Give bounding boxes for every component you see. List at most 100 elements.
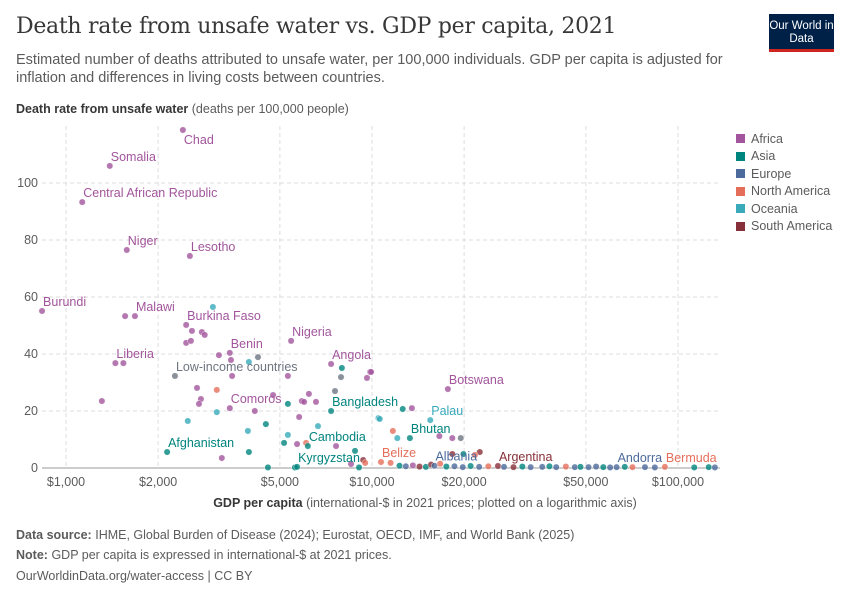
data-point [577,463,584,471]
point-label: Chad [184,133,214,147]
legend-swatch [736,134,745,144]
data-point [406,434,414,442]
point-label: Central African Republic [83,186,217,200]
x-axis-label-rest: (international-$ in 2021 prices; plotted… [306,496,637,510]
data-point [351,447,359,455]
data-point [284,431,292,439]
data-point [284,400,292,408]
legend-item[interactable]: Europe [736,165,832,183]
data-point [227,356,235,364]
data-point [327,360,335,368]
x-axis-label-bold: GDP per capita [213,496,303,510]
data-source: Data source: IHME, Global Burden of Dise… [16,528,574,542]
data-point [585,463,592,471]
data-point [408,404,416,412]
data-point [262,420,270,428]
data-point [606,464,614,471]
data-point [367,368,375,376]
legend-label: Asia [751,149,776,164]
data-point [402,462,410,470]
data-point [163,448,171,456]
y-axis-label-bold: Death rate from unsafe water [16,102,189,116]
legend-item[interactable]: Africa [736,130,832,148]
legend-item[interactable]: South America [736,218,832,236]
source-label: Data source: [16,528,92,542]
legend: Africa Asia Europe North America Oceania Sout… [736,130,832,235]
point-label: Comoros [231,392,282,406]
data-point [711,464,719,471]
data-point [376,415,384,423]
data-point [269,391,277,399]
point-label: Afghanistan [168,436,234,450]
data-point [193,384,201,392]
data-point [426,416,434,424]
point-label: Angola [332,348,371,362]
legend-swatch [736,186,745,196]
footer-link: OurWorldinData.org/water-access | CC BY [16,569,252,583]
data-point [300,398,308,406]
y-tick-label: 100 [17,176,38,190]
data-point [467,462,474,470]
data-point [396,462,403,470]
y-axis-label-rest: (deaths per 100,000 people) [191,102,349,116]
data-point [245,358,253,366]
data-point [187,337,195,345]
data-point [327,407,335,415]
x-tick-label: $1,000 [47,475,85,489]
legend-item[interactable]: Oceania [736,200,832,218]
point-label: Burkina Faso [187,309,261,323]
data-point [338,364,346,372]
y-tick-label: 80 [24,233,38,247]
data-point [347,460,355,468]
legend-item[interactable]: North America [736,183,832,201]
data-point [399,405,407,413]
data-point [201,331,209,339]
legend-item[interactable]: Asia [736,148,832,166]
source-text: IHME, Global Burden of Disease (2024); E… [95,528,575,542]
data-point [705,463,713,471]
data-point [442,463,450,470]
point-label: Bangladesh [332,395,398,409]
point-label: Argentina [499,450,553,464]
data-point [562,463,570,470]
point-label: Burundi [43,295,86,309]
legend-label: Europe [751,166,792,181]
y-tick-label: 20 [24,404,38,418]
y-axis-label: Death rate from unsafe water (deaths per… [16,102,349,116]
point-label: Bermuda [666,451,717,465]
data-point [293,440,301,448]
data-point [188,327,196,335]
data-point [186,252,194,260]
point-label: Nigeria [292,325,332,339]
point-label: Niger [128,234,158,248]
legend-label: North America [751,184,831,199]
legend-swatch [736,221,745,231]
data-point [460,450,467,458]
data-point [251,407,259,415]
data-point [355,464,363,471]
data-point [179,126,187,134]
data-point [451,462,458,470]
point-label: Palau [431,404,463,418]
owid-logo[interactable]: Our World in Data [769,14,834,52]
point-label: Andorra [618,451,663,465]
data-point [484,462,492,470]
data-point [599,463,607,471]
data-point [228,372,236,380]
data-point [171,372,179,380]
data-point [106,162,114,170]
data-point [377,458,385,466]
point-label: Somalia [111,150,156,164]
source-link[interactable]: OurWorldinData.org/water-access | CC BY [16,569,253,583]
data-point [314,422,322,430]
point-label: Benin [231,337,263,351]
legend-label: Oceania [751,201,798,216]
data-point [546,462,553,470]
data-point [218,454,226,462]
point-label: Botswana [449,373,504,387]
data-point [471,451,479,459]
data-point [182,321,190,329]
data-point [78,198,86,206]
data-point [448,450,456,458]
